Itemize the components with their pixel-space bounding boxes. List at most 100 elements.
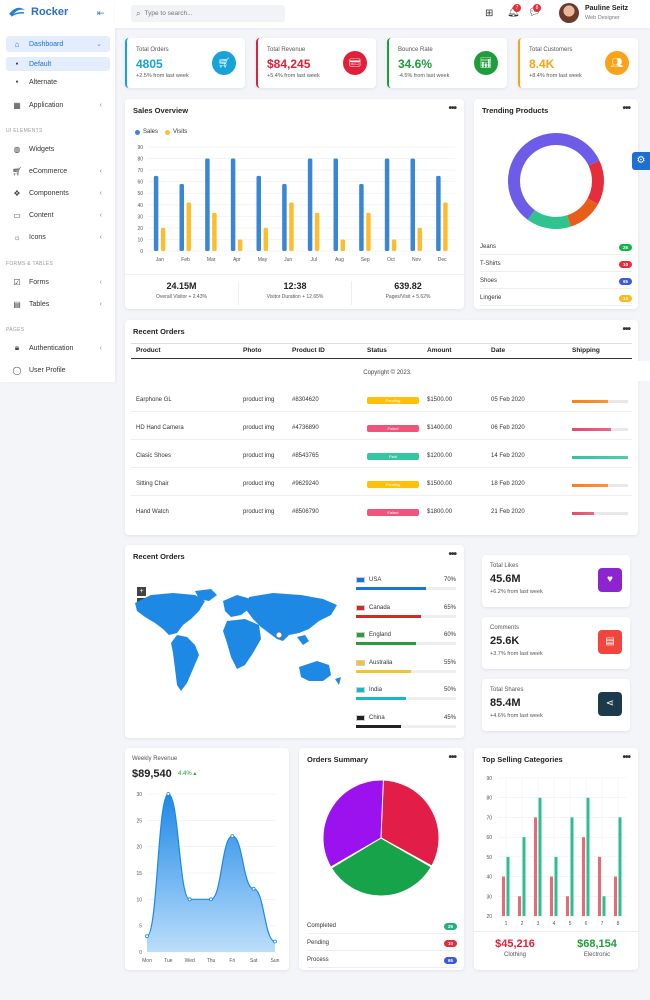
search-input[interactable] [144,10,275,17]
column-header[interactable]: Amount [427,347,452,354]
cell-photo: product img [243,453,275,459]
sidebar-item-alternate[interactable]: ● Alternate [6,75,110,89]
stat-value: 45.6M [490,573,521,585]
stat-caption: Overall Visitor + 2.43% [125,294,238,300]
chevron-left-icon: ‹ [99,300,102,308]
sidebar-item-forms[interactable]: ☑ Forms ‹ [6,274,110,290]
sidebar-item-components[interactable]: ❖ Components ‹ [6,185,110,201]
more-options-icon[interactable]: ••• [622,103,630,114]
card-title: Recent Orders [133,327,185,336]
data-point [187,897,192,902]
count-badge: 14 [619,295,632,302]
status-label: Failed [367,425,419,432]
more-options-icon[interactable]: ••• [622,324,630,335]
sidebar-item-label: User Profile [29,366,66,374]
sidebar-item-widgets[interactable]: ◍ Widgets [6,141,110,157]
table-row[interactable] [131,388,632,412]
legend-label: Sales [143,129,159,135]
column-header[interactable]: Shipping [572,347,600,354]
cell-date: 05 Feb 2020 [491,397,525,403]
x-tick-label: May [258,257,268,263]
sidebar-item-label: Dashboard [29,40,64,48]
column-header[interactable]: Status [367,347,387,354]
sidebar-item-icons[interactable]: ☼ Icons ‹ [6,229,110,245]
bar-sales [282,183,287,251]
stat-label: Total Shares [490,687,524,693]
status-label: Pending [367,397,419,404]
stat-caption: Pages/Visit + 5.62% [352,294,464,300]
sidebar-item-dashboard[interactable]: ⌂ Dashboard ⌄ [6,36,110,52]
cell-amount: $1500.00 [427,397,453,403]
cell-product-id: #8506790 [292,509,319,515]
column-header[interactable]: Product [136,347,161,354]
sidebar-item-label: Components [29,189,69,197]
kpi-change: +2.5% from last week [136,73,189,79]
footer-copyright: Copyright © 2023. [125,361,650,381]
arrow-up-icon: ▴ [193,771,197,777]
donut-segment [587,160,604,205]
sidebar-item-content[interactable]: ▭ Content ‹ [6,207,110,223]
x-tick-label: Wed [185,958,195,964]
data-point [145,934,149,939]
stat-label: Electronic [583,952,611,958]
stat-value: 12:38 [283,281,307,291]
more-options-icon[interactable]: ••• [448,549,456,560]
bar-sales [333,158,338,251]
brand-name: Rocker [31,6,69,18]
sidebar-item-tables[interactable]: ▤ Tables ‹ [6,296,110,312]
bar-visits [289,202,294,251]
y-tick-label: 20 [486,914,492,920]
social-stat-card: Total Likes 45.6M +6.2% from last week ♥ [482,555,630,607]
message-icon[interactable]: 💬︎ [528,7,541,18]
stat-value: 24.15M [166,281,197,291]
widgets-icon: ◍ [13,144,21,154]
x-tick-label: 6 [585,921,588,927]
sales-stat: 12:38 Visitor Duration + 12.65% [238,281,351,305]
brand[interactable]: Rocker [8,6,68,18]
sidebar-item-default[interactable]: ● Default [6,57,110,71]
sidebar-item-label: Widgets [29,145,55,153]
topbar: ⌕ ⊞ 🔔︎ 7 💬︎ 8 Pauline Seitz Web Designer [115,0,650,28]
sidebar-item-ecommerce[interactable]: 🛒︎ eCommerce ‹ [6,163,110,179]
sidebar-item-authentication[interactable]: 🔒︎ Authentication ‹ [6,340,110,356]
bell-icon[interactable]: 🔔︎ [507,7,520,18]
more-options-icon[interactable]: ••• [448,103,456,114]
country-name: USA [369,577,382,583]
country-percent: 65% [443,604,456,611]
bar-clothing [550,876,553,916]
progress-fill [356,587,426,590]
more-options-icon[interactable]: ••• [622,752,630,763]
kpi-value: $84,245 [267,57,311,71]
sidebar-item-application[interactable]: ▦ Application ‹ [6,97,110,113]
column-header[interactable]: Product ID [292,347,325,354]
collapse-sidebar-icon[interactable]: ⇤ [97,8,105,18]
table-row[interactable] [131,416,632,440]
user-role: Web Designer [585,15,620,21]
progress-fill [356,697,406,700]
sidebar-item-user-profile[interactable]: ◯ User Profile [6,362,110,378]
search-box[interactable]: ⌕ [131,5,285,22]
count-badge: 10 [619,261,632,268]
bar-chart-icon: 📊︎ [474,51,498,75]
column-header[interactable]: Photo [243,347,262,354]
bar-visits [263,227,268,251]
bar-clothing [534,817,537,916]
table-row[interactable] [131,472,632,496]
rocket-logo-icon [9,7,25,17]
more-options-icon[interactable]: ••• [448,752,456,763]
settings-gear-icon[interactable]: ⚙ [632,152,650,170]
zoom-in-button[interactable]: + [137,587,146,596]
country-progress [356,697,456,700]
kpi-value: 4805 [136,57,163,71]
table-row[interactable] [131,444,632,468]
sidebar-item-label: Default [29,60,52,68]
country-row: China 45% [356,714,456,735]
count-badge: 65 [444,957,457,964]
column-header[interactable]: Date [491,347,506,354]
y-tick-label: 40 [137,203,143,209]
sales-overview-card: Sales Overview ••• Sales Visits 0 10 20 30 4… [125,99,464,309]
kpi-card: Total Customers 8.4K +8.4% from last wee… [518,38,638,88]
apps-grid-icon[interactable]: ⊞ [485,8,494,19]
country-percent: 60% [443,632,456,638]
avatar[interactable] [559,3,579,23]
